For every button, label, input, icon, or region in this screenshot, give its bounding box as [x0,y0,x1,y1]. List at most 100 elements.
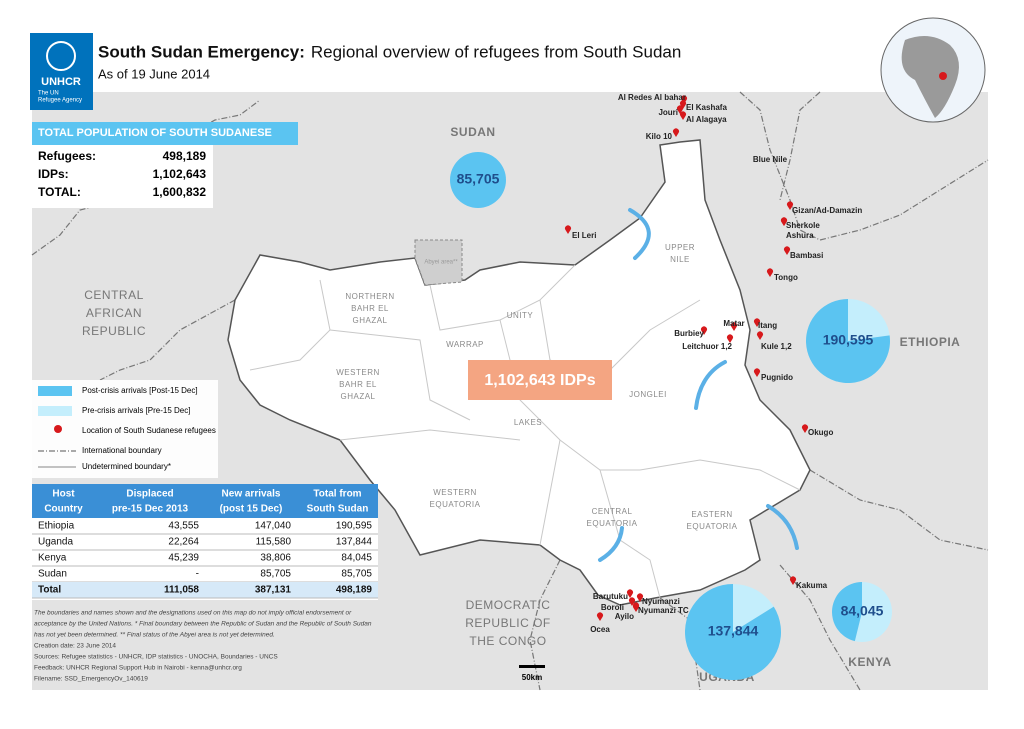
region-label: NILE [670,255,690,264]
site-pin [701,326,708,335]
note: Sources: Refugee statistics - UNHCR, IDP… [34,654,278,661]
scale-label: 50km [522,673,542,682]
note: The boundaries and names shown and the d… [34,610,352,617]
logo-sub: The UN [38,91,59,97]
site-label: Burbiey [674,329,704,338]
table-cell: Kenya [38,553,67,564]
table-header: pre-15 Dec 2013 [112,504,189,515]
site-label: Ocea [590,625,610,634]
totals-box [32,145,213,208]
table-cell: 111,058 [164,585,199,596]
scale-bar [519,665,545,668]
state-boundary [329,329,471,421]
site-label: Okugo [808,428,833,437]
logo-text: UNHCR [41,76,81,88]
table-cell: 137,844 [336,537,373,548]
note: has not yet been determined. ** Final st… [34,632,275,639]
site-label: Gizan/Ad-Damazin [792,206,862,215]
totals-label: Refugees: [38,149,96,163]
table-header: Host [52,489,75,500]
legend-pin [54,425,62,433]
site-pin [767,268,773,277]
site-pin [730,322,737,331]
legend-swatch [38,406,72,416]
site-label: El Kashafa [686,103,727,112]
site-label: Kilo 10 [646,132,673,141]
region-label: Blue Nile [753,155,788,164]
table-cell: Total [38,585,61,596]
site-label: Nyumanzi TC [638,606,689,615]
table-header: Total from [313,489,361,500]
idp-box [468,360,612,400]
country-label: AFRICAN [86,306,142,320]
pie-label: 137,844 [708,623,759,639]
region-label: JONGLEI [629,390,667,399]
site-label: Matar [723,319,744,328]
abyei-label: Abyei area** [424,260,458,266]
title: Regional overview of refugees from South… [311,42,681,61]
site-pin [629,597,635,606]
state-boundary [539,439,561,546]
site-label: Bambasi [790,251,823,260]
table-cell: 45,239 [168,553,199,564]
totals-value: 1,102,643 [153,167,207,181]
legend-text: International boundary [82,446,162,455]
legend-text: Location of South Sudanese refugees [82,426,216,435]
legend-text: Undetermined boundary* [82,462,171,471]
site-label: Sherkole [786,221,820,230]
logo [30,33,93,110]
legend-swatch [38,386,72,396]
table-cell: Ethiopia [38,521,75,532]
site-pin [627,589,633,598]
idp-label: 1,102,643 IDPs [484,372,595,389]
country-label: THE CONGO [469,634,546,648]
region-label: LAKES [514,418,542,427]
region-label: UPPER [665,243,695,252]
totals-label: IDPs: [38,167,69,181]
pie-label: 85,705 [457,171,500,187]
country-label: CENTRAL [84,288,144,302]
site-pin [754,318,760,327]
table-cell: Sudan [38,569,67,580]
pie-slice [733,584,774,632]
country-label: KENYA [848,655,891,669]
region-label: CENTRAL [592,507,633,516]
site-pin [754,368,760,377]
site-label: Boroli [601,603,624,612]
table-cell: 498,189 [336,585,373,596]
flow-arrows [598,208,799,562]
table-header: Displaced [126,489,173,500]
site-label: Barutuku [593,592,628,601]
site-pin [673,128,680,137]
site-pin [565,225,572,234]
note: Creation date: 23 June 2014 [34,643,116,650]
site-pin [677,105,683,114]
site-pin [637,593,643,602]
site-pin [802,424,808,433]
site-label: Kule 1,2 [761,342,792,351]
table-cell: Uganda [38,537,73,548]
region-label: GHAZAL [340,392,375,401]
table-header: (post 15 Dec) [220,504,283,515]
pie-slice [848,299,890,341]
totals-label: TOTAL: [38,185,81,199]
site-pin [790,576,796,585]
abyei-area [414,239,463,286]
site-pin [757,331,764,340]
table-cell: 85,705 [260,569,291,580]
site-pin [679,100,687,109]
note: Feedback: UNHCR Regional Support Hub in … [34,665,242,672]
boundary [809,469,989,551]
table-cell: 85,705 [341,569,372,580]
title-bold: South Sudan Emergency: [98,42,305,61]
site-label: Kakuma [796,581,828,590]
table-cell: - [196,569,199,580]
site-pin [681,95,687,104]
region-label: BAHR EL [339,380,377,389]
site-label: El Leri [572,231,596,240]
pie-slice [685,584,781,680]
note: Filename: SSD_EmergencyOv_140619 [34,676,148,683]
site-label: Jouri [658,108,678,117]
country-label: REPUBLIC [82,324,146,338]
region-label: EASTERN [691,510,732,519]
